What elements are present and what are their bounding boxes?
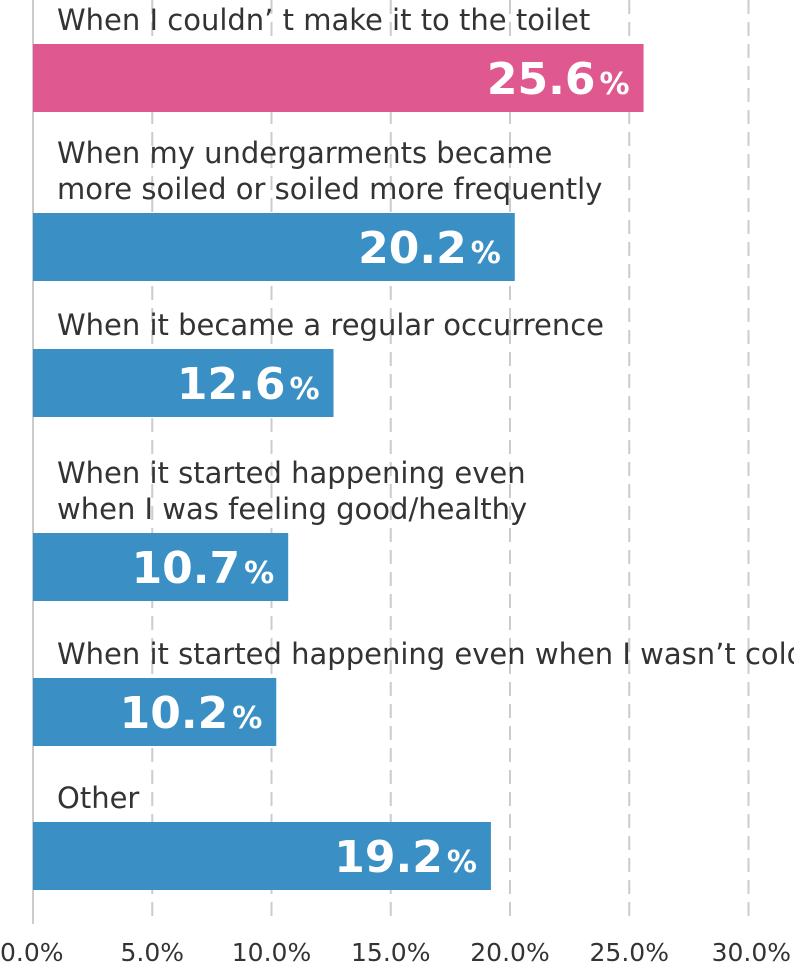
bars (33, 44, 644, 890)
category-label: When it started happening even when I was… (57, 456, 527, 526)
x-tick-label: 15.0% (351, 938, 430, 967)
x-tick-label: 10.0% (232, 938, 311, 967)
x-tick-label: 20.0% (470, 938, 549, 967)
x-tick-label: 0.0% (0, 938, 64, 967)
bar (33, 678, 277, 746)
category-label: When it became a regular occurrence (57, 308, 604, 342)
x-tick-label: 25.0% (590, 938, 669, 967)
category-label: When it started happening even when I wa… (57, 637, 794, 671)
data-label: 12.6% (177, 359, 320, 410)
bar (33, 213, 515, 281)
data-label: 19.2% (334, 832, 477, 883)
bar (33, 349, 334, 417)
x-tick-label: 5.0% (120, 938, 184, 967)
data-label: 10.2% (120, 688, 263, 739)
value-labels: 25.6 % 20.2 % 12.6 % 10.7 % 10.2 % 19.2% (120, 54, 630, 883)
data-label: 20.2% (358, 223, 501, 274)
x-axis-ticks: 0.0% 5.0% 10.0% 15.0% 20.0% 25.0% 30.0% (0, 938, 791, 967)
category-label: Other (57, 781, 139, 815)
data-label: 10.7% (132, 543, 275, 594)
bar (33, 533, 289, 601)
data-label: 25.6% (487, 54, 630, 105)
bar (33, 822, 491, 890)
category-label: When my undergarments became more soiled … (57, 136, 602, 206)
grid-lines (32, 0, 750, 924)
category-labels: When I couldn’ t make it to the toilet Wh… (57, 3, 794, 815)
category-label: When I couldn’ t make it to the toilet (57, 3, 590, 37)
x-tick-label: 30.0% (712, 938, 791, 967)
bar (33, 44, 644, 112)
